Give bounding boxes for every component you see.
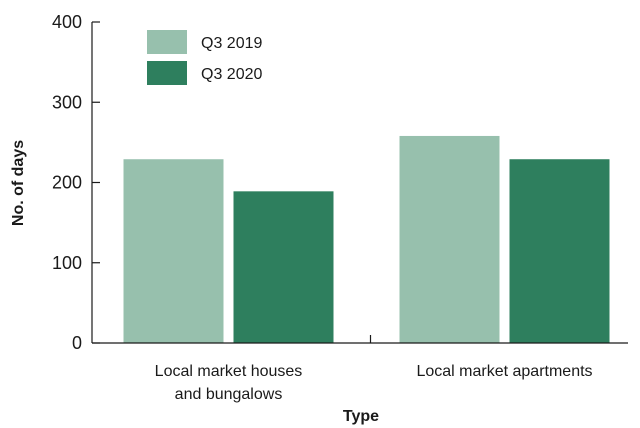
x-axis-title: Type [343, 408, 379, 425]
y-tick-label: 400 [52, 12, 82, 32]
x-category-label: Local market apartments [416, 363, 592, 380]
y-tick-label: 100 [52, 253, 82, 273]
bars-group [123, 135, 610, 343]
bar-q3-2019-cat-0 [123, 159, 224, 343]
legend-swatch [147, 61, 187, 85]
y-tick-label: 0 [72, 333, 82, 353]
x-category-label-line: Local market houses [155, 363, 303, 380]
x-category-label-line: Local market apartments [416, 363, 592, 380]
bar-q3-2020-cat-0 [233, 191, 334, 343]
legend-label: Q3 2019 [201, 35, 262, 52]
y-tick-label: 200 [52, 173, 82, 193]
y-ticks-group: 0 100 200 300 400 [52, 12, 100, 353]
bar-q3-2019-cat-1 [399, 135, 500, 343]
legend-label: Q3 2020 [201, 66, 262, 83]
y-axis-title: No. of days [10, 140, 27, 226]
x-category-label: Local market houses and bungalows [155, 363, 303, 403]
bar-q3-2020-cat-1 [509, 159, 610, 343]
x-category-label-line: and bungalows [175, 386, 283, 403]
legend-swatch [147, 30, 187, 54]
legend: Q3 2019 Q3 2020 [147, 30, 262, 85]
y-tick-label: 300 [52, 92, 82, 112]
